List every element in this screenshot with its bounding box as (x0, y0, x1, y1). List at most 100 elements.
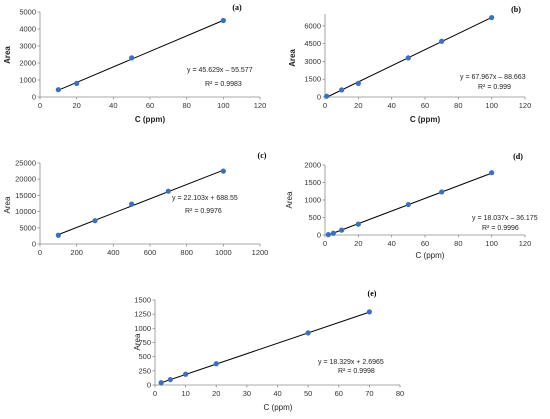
x-tick-label: 80 (396, 389, 404, 398)
data-point (355, 80, 361, 86)
x-tick-label: 60 (421, 101, 429, 110)
x-tick-label: 60 (146, 101, 154, 110)
panel-label: (c) (258, 151, 267, 160)
x-tick-label: 0 (323, 101, 327, 110)
data-point (439, 189, 445, 195)
y-tick-label: 1500 (304, 178, 321, 187)
y-tick-label: 4500 (304, 39, 321, 48)
data-point (129, 201, 135, 207)
data-point (355, 221, 361, 227)
data-point (439, 38, 445, 44)
data-point (339, 87, 345, 93)
x-tick-label: 0 (38, 248, 42, 257)
y-tick-label: 0 (147, 381, 151, 390)
y-tick-label: 1000 (134, 324, 151, 333)
data-point (489, 14, 495, 21)
trendline-equation: y = 67.967x – 88.663 (460, 74, 526, 81)
data-point (220, 168, 226, 174)
chart-panel-3: 0 20 40 60 80 100 120 0 500 1000 1500 2000 (d) y = 18… (285, 152, 538, 260)
x-tick-label: 800 (180, 248, 193, 257)
y-tick-label: 2000 (19, 59, 36, 68)
x-tick-label: 400 (107, 248, 120, 257)
trendline (160, 311, 370, 384)
x-axis-title: C (ppm) (410, 115, 441, 124)
x-axis-title: C (ppm) (416, 251, 445, 260)
x-tick-label: 120 (519, 101, 532, 110)
x-tick-label: 1200 (252, 248, 269, 257)
panel-label: (a) (232, 3, 242, 12)
data-point (305, 330, 311, 336)
chart-panel-0: 0 20 40 60 80 100 120 0 1000 2000 3000 4000 5000 (a) y… (3, 3, 266, 124)
y-axis-title: Area (3, 46, 12, 64)
y-tick-label: 15000 (15, 191, 36, 200)
y-tick-label: 5000 (19, 223, 36, 232)
y-tick-label: 0 (32, 240, 36, 249)
y-tick-label: 1500 (134, 296, 151, 305)
chart-panel-2: 0 200 400 600 800 1000 1200 0 5000 10000 15000 2000… (3, 151, 268, 257)
x-tick-label: 80 (454, 101, 462, 110)
data-point (74, 80, 80, 86)
x-tick-label: 40 (387, 101, 395, 110)
x-tick-label: 60 (421, 239, 429, 248)
trendline (58, 169, 224, 236)
data-point (55, 232, 61, 238)
panel-label: (e) (368, 289, 377, 298)
data-point (489, 170, 495, 176)
x-tick-label: 20 (354, 101, 362, 110)
y-tick-label: 1500 (304, 75, 321, 84)
x-tick-label: 20 (72, 101, 80, 110)
data-point (339, 227, 345, 233)
chart-panel-4: 0 10 20 30 40 50 60 70 80 0 250 500 750 1000 1250 1500 (… (133, 289, 404, 412)
data-point (129, 55, 135, 61)
x-axis-title: C (ppm) (264, 403, 293, 412)
data-point (220, 17, 226, 24)
r-squared-label: R² = 0.9996 (482, 225, 519, 232)
y-tick-label: 500 (138, 352, 151, 361)
chart-panel-1: 0 20 40 60 80 100 120 0 1500 3000 4500 6000 (b) y = 6… (288, 5, 531, 124)
x-tick-label: 60 (335, 389, 343, 398)
data-point (405, 55, 411, 61)
data-point (55, 87, 61, 93)
x-tick-label: 30 (243, 389, 251, 398)
r-squared-label: R² = 0.9998 (338, 368, 375, 375)
y-tick-label: 2000 (304, 161, 321, 170)
x-tick-label: 0 (38, 101, 42, 110)
y-tick-label: 1000 (304, 196, 321, 205)
x-tick-label: 50 (304, 389, 312, 398)
data-point (405, 201, 411, 208)
data-point (324, 93, 330, 99)
x-tick-label: 80 (182, 101, 190, 110)
x-tick-label: 100 (485, 101, 498, 110)
y-tick-label: 25000 (15, 159, 36, 168)
x-tick-label: 20 (212, 389, 220, 398)
y-tick-label: 3000 (304, 57, 321, 66)
x-tick-label: 1000 (215, 248, 232, 257)
data-point (213, 361, 219, 367)
y-tick-label: 3000 (19, 42, 36, 51)
y-axis-title: Area (288, 49, 297, 67)
panel-label: (b) (511, 5, 521, 14)
trendline-equation: y = 18.037x – 36.175 (472, 215, 538, 222)
y-tick-label: 4000 (19, 25, 36, 34)
x-tick-label: 0 (153, 389, 157, 398)
x-axis-title: C (ppm) (135, 115, 166, 124)
data-point (167, 377, 173, 383)
y-tick-label: 1000 (19, 76, 36, 85)
x-tick-label: 0 (323, 239, 327, 248)
x-tick-label: 100 (217, 101, 230, 110)
x-tick-label: 120 (519, 239, 532, 248)
y-tick-label: 0 (32, 93, 36, 102)
y-tick-label: 6000 (304, 21, 321, 30)
r-squared-label: R² = 0.9983 (205, 81, 242, 88)
y-tick-label: 20000 (15, 175, 36, 184)
y-axis-title: Area (285, 191, 294, 208)
y-tick-label: 5000 (19, 8, 36, 17)
x-tick-label: 200 (70, 248, 83, 257)
x-tick-label: 600 (144, 248, 157, 257)
y-tick-label: 500 (308, 213, 321, 222)
data-point (330, 230, 336, 236)
data-point (325, 232, 331, 238)
y-axis-title: Area (3, 196, 12, 213)
x-tick-label: 20 (354, 239, 362, 248)
y-tick-label: 250 (138, 366, 151, 375)
